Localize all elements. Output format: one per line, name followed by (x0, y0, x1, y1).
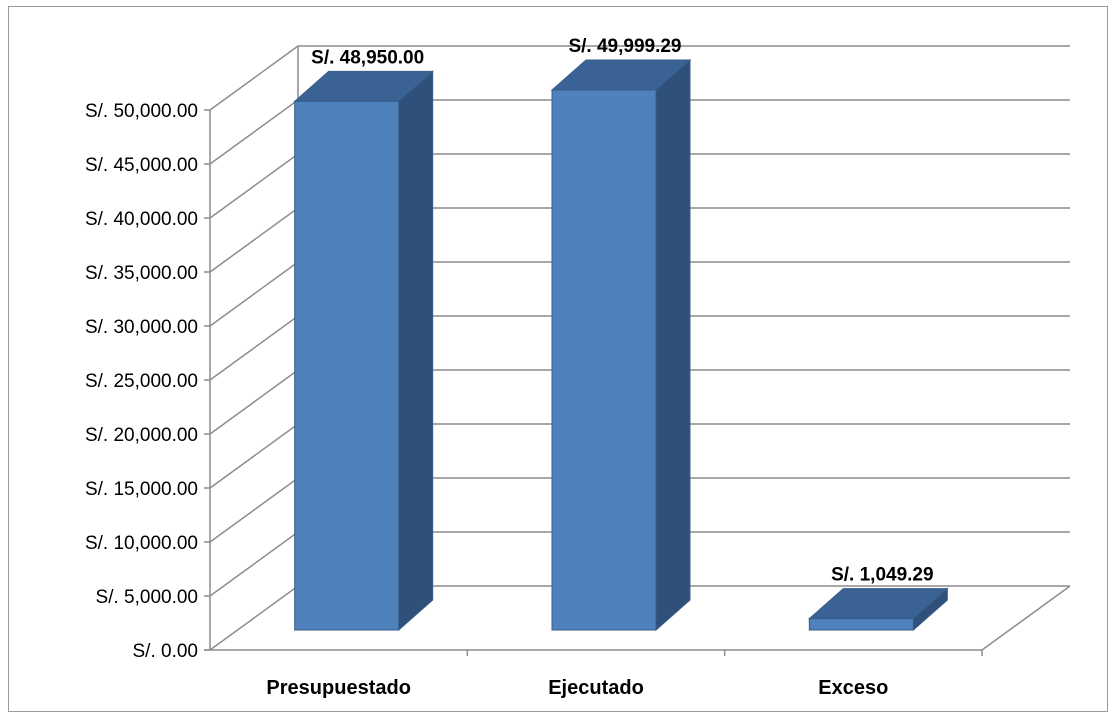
bar-side-face (655, 58, 691, 632)
bar (550, 58, 692, 632)
data-label: S/. 1,049.29 (831, 565, 933, 586)
bar-front-face (294, 100, 400, 631)
gridline-side (209, 585, 299, 651)
labels: S/. 48,950.00 Presupuestado S/. 49,999.29 E… (266, 36, 933, 699)
gridline-side (209, 315, 299, 381)
y-tick-label: S/. 30,000.00 (85, 317, 198, 338)
floor-right-edge (981, 585, 1071, 651)
axes: S/. 0.00 S/. 5,000.00 S/. 10,000.00 S/. 15,… (85, 101, 983, 662)
gridline-side (209, 45, 299, 111)
bars (293, 58, 949, 632)
data-label: S/. 49,999.29 (568, 36, 681, 57)
y-tick-label: S/. 50,000.00 (85, 101, 198, 122)
bar (808, 587, 949, 632)
x-tick-label: Ejecutado (548, 677, 644, 699)
y-tick-label: S/. 5,000.00 (96, 587, 198, 608)
y-tick-label: S/. 25,000.00 (85, 371, 198, 392)
data-label: S/. 48,950.00 (311, 47, 424, 68)
gridline-side (209, 477, 299, 543)
bar-side-face (398, 70, 434, 632)
gridline-side (209, 531, 299, 597)
gridline-side (209, 369, 299, 435)
gridline-side (209, 261, 299, 327)
x-tick-label: Presupuestado (266, 677, 410, 699)
gridline-side (209, 99, 299, 165)
gridline-side (209, 207, 299, 273)
y-tick-label: S/. 35,000.00 (85, 263, 198, 284)
bar-front-face (808, 618, 914, 631)
y-tick-label: S/. 40,000.00 (85, 209, 198, 230)
bar (293, 70, 434, 632)
bar-front-face (551, 89, 657, 631)
y-tick-label: S/. 0.00 (133, 641, 199, 662)
gridline-side (209, 153, 299, 219)
x-tick-label: Exceso (818, 677, 888, 699)
y-tick-label: S/. 10,000.00 (85, 533, 198, 554)
y-tick-label: S/. 45,000.00 (85, 155, 198, 176)
y-tick-label: S/. 20,000.00 (85, 425, 198, 446)
y-tick-label: S/. 15,000.00 (85, 479, 198, 500)
gridline-side (209, 423, 299, 489)
